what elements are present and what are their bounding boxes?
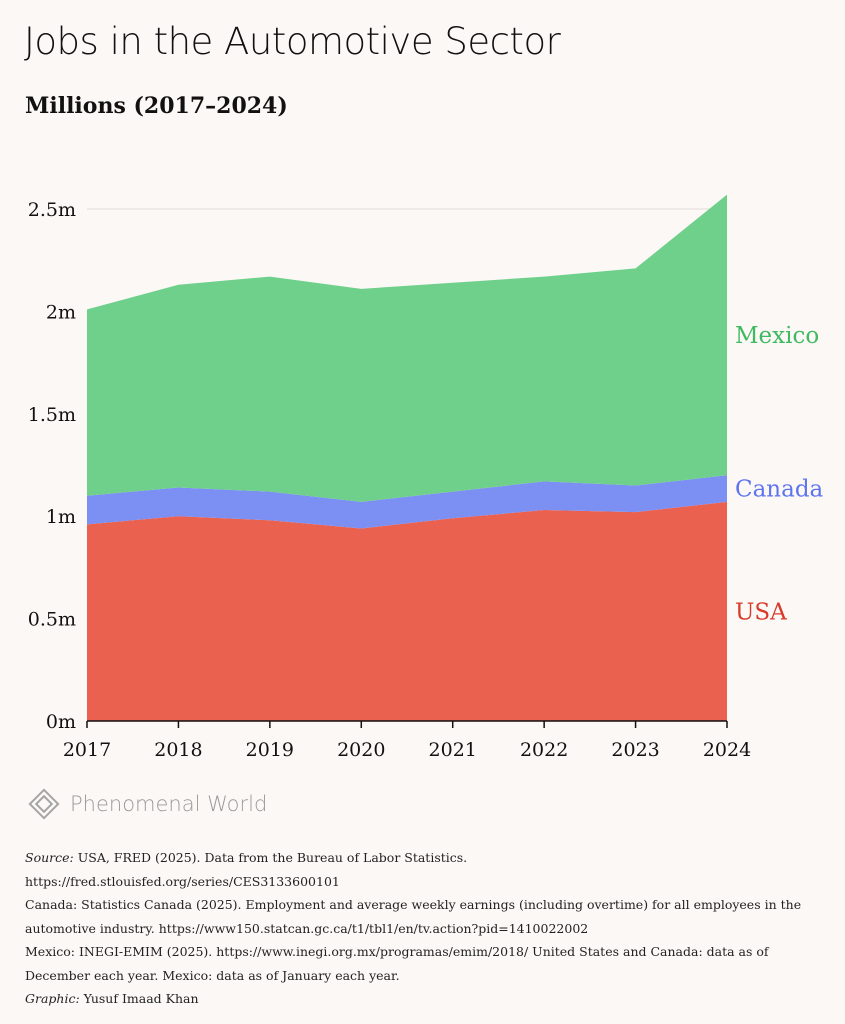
area-mexico <box>87 194 727 502</box>
brand-name: Phenomenal World <box>70 792 268 816</box>
source-text: USA, FRED (2025). Data from the Bureau o… <box>77 850 468 865</box>
chart-title: Jobs in the Automotive Sector <box>24 20 561 63</box>
mexico-source: Mexico: INEGI-EMIM (2025). https://www.i… <box>25 944 769 983</box>
area-canada <box>87 475 727 529</box>
x-tick-label: 2020 <box>337 739 385 761</box>
y-tick-label: 2.5m <box>28 199 76 221</box>
graphic-label: Graphic: <box>25 991 80 1006</box>
y-tick-label: 1.5m <box>28 404 76 426</box>
graphic-line: Graphic: Yusuf Imaad Khan <box>25 987 825 1011</box>
chart-subtitle: Millions (2017–2024) <box>25 93 288 119</box>
series-label-usa: USA <box>735 599 787 625</box>
x-tick-label: 2023 <box>611 739 659 761</box>
stacked-area-chart: 0m 0.5m 1m 1.5m 2m 2.5m 2017 2018 2019 2020 2021 20… <box>28 194 824 761</box>
source-label: Source: <box>25 850 74 865</box>
brand-logo[interactable]: Phenomenal World <box>26 786 267 822</box>
x-tick-label: 2017 <box>63 739 111 761</box>
x-tick-label: 2019 <box>246 739 294 761</box>
source-notes: Source: USA, FRED (2025). Data from the … <box>25 846 825 1011</box>
x-tick-label: 2021 <box>429 739 477 761</box>
source-url: https://fred.stlouisfed.org/series/CES31… <box>25 873 340 889</box>
series-label-mexico: Mexico <box>735 323 819 349</box>
x-tick-label: 2024 <box>703 739 751 761</box>
y-tick-label: 0m <box>46 711 76 733</box>
y-tick-label: 1m <box>46 506 76 528</box>
canada-source: Canada: Statistics Canada (2025). Employ… <box>25 897 802 936</box>
series-label-canada: Canada <box>735 477 824 503</box>
y-tick-label: 2m <box>46 301 76 323</box>
x-tick-label: 2022 <box>520 739 568 761</box>
graphic-credit: Yusuf Imaad Khan <box>83 991 199 1006</box>
source-line: Source: USA, FRED (2025). Data from the … <box>25 846 825 870</box>
area-usa <box>87 501 727 721</box>
y-tick-label: 0.5m <box>28 609 76 631</box>
x-tick-label: 2018 <box>154 739 202 761</box>
diamond-logo-icon <box>28 788 60 820</box>
